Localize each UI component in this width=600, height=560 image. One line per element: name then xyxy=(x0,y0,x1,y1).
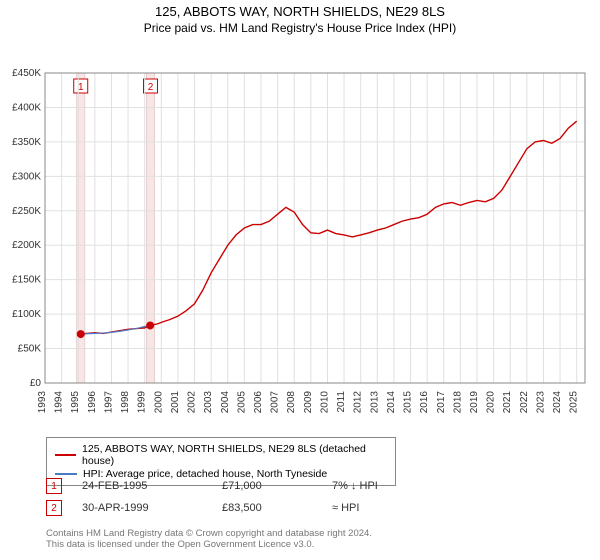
transaction-price: £71,000 xyxy=(222,480,332,492)
svg-text:2022: 2022 xyxy=(519,391,530,414)
legend-label: 125, ABBOTS WAY, NORTH SHIELDS, NE29 8LS… xyxy=(82,443,387,467)
svg-text:2015: 2015 xyxy=(403,391,414,414)
transaction-date: 30-APR-1999 xyxy=(82,502,222,514)
svg-text:2003: 2003 xyxy=(203,391,214,414)
transaction-hpi: 7% ↓ HPI xyxy=(332,480,442,492)
transaction-row: 1 24-FEB-1995£71,0007% ↓ HPI xyxy=(46,478,442,494)
svg-text:2020: 2020 xyxy=(486,391,497,414)
svg-text:2017: 2017 xyxy=(436,391,447,414)
svg-text:2025: 2025 xyxy=(569,391,580,414)
svg-text:£300K: £300K xyxy=(12,171,41,182)
svg-text:2009: 2009 xyxy=(303,391,314,414)
svg-text:2008: 2008 xyxy=(286,391,297,414)
title-subtitle: Price paid vs. HM Land Registry's House … xyxy=(0,21,600,35)
footer-attribution: Contains HM Land Registry data © Crown c… xyxy=(46,528,372,550)
svg-text:1995: 1995 xyxy=(70,391,81,414)
svg-text:1: 1 xyxy=(78,82,84,93)
svg-text:2014: 2014 xyxy=(386,391,397,414)
svg-text:£200K: £200K xyxy=(12,240,41,251)
svg-text:2004: 2004 xyxy=(220,391,231,414)
svg-text:2011: 2011 xyxy=(336,391,347,413)
svg-text:2019: 2019 xyxy=(469,391,480,414)
svg-text:1998: 1998 xyxy=(120,391,131,414)
svg-text:2001: 2001 xyxy=(170,391,181,414)
legend-swatch xyxy=(55,454,76,456)
svg-text:£50K: £50K xyxy=(18,344,42,355)
svg-text:2018: 2018 xyxy=(452,391,463,414)
svg-text:1997: 1997 xyxy=(103,391,114,414)
transaction-row: 2 30-APR-1999£83,500≈ HPI xyxy=(46,500,442,516)
footer-line1: Contains HM Land Registry data © Crown c… xyxy=(46,528,372,539)
svg-text:£250K: £250K xyxy=(12,206,41,217)
svg-text:£0: £0 xyxy=(30,378,42,389)
transaction-date: 24-FEB-1995 xyxy=(82,480,222,492)
transaction-marker: 1 xyxy=(46,478,62,494)
title-address: 125, ABBOTS WAY, NORTH SHIELDS, NE29 8LS xyxy=(0,4,600,19)
svg-text:1993: 1993 xyxy=(37,391,48,414)
svg-text:2024: 2024 xyxy=(552,391,563,414)
svg-text:1996: 1996 xyxy=(87,391,98,414)
svg-text:2000: 2000 xyxy=(153,391,164,414)
legend-swatch xyxy=(55,473,77,475)
svg-text:2002: 2002 xyxy=(187,391,198,414)
chart-title-block: 125, ABBOTS WAY, NORTH SHIELDS, NE29 8LS… xyxy=(0,0,600,35)
transaction-price: £83,500 xyxy=(222,502,332,514)
svg-text:2012: 2012 xyxy=(353,391,364,414)
transaction-hpi: ≈ HPI xyxy=(332,502,442,514)
svg-text:2016: 2016 xyxy=(419,391,430,414)
transactions-table: 1 24-FEB-1995£71,0007% ↓ HPI 2 30-APR-1999£… xyxy=(46,478,442,522)
svg-text:1994: 1994 xyxy=(54,391,65,414)
svg-text:2: 2 xyxy=(148,82,154,93)
svg-text:1999: 1999 xyxy=(137,391,148,414)
svg-text:£400K: £400K xyxy=(12,102,41,113)
transaction-marker: 2 xyxy=(46,500,62,516)
svg-text:2006: 2006 xyxy=(253,391,264,414)
svg-text:2013: 2013 xyxy=(369,391,380,414)
svg-text:£450K: £450K xyxy=(12,68,41,79)
svg-text:2005: 2005 xyxy=(236,391,247,414)
svg-text:£150K: £150K xyxy=(12,275,41,286)
line-chart: 1 2 £0 £50K £100K £150K £200K £250K £300K £350K £4… xyxy=(0,35,600,435)
svg-text:2023: 2023 xyxy=(535,391,546,414)
legend-item: 125, ABBOTS WAY, NORTH SHIELDS, NE29 8LS… xyxy=(55,443,387,467)
svg-text:£100K: £100K xyxy=(12,309,41,320)
svg-text:2007: 2007 xyxy=(270,391,281,414)
svg-text:2010: 2010 xyxy=(319,391,330,414)
svg-text:2021: 2021 xyxy=(502,391,513,414)
chart-area: 1 2 £0 £50K £100K £150K £200K £250K £300K £350K £4… xyxy=(0,35,600,435)
svg-text:£350K: £350K xyxy=(12,137,41,148)
footer-line2: This data is licensed under the Open Gov… xyxy=(46,539,372,550)
